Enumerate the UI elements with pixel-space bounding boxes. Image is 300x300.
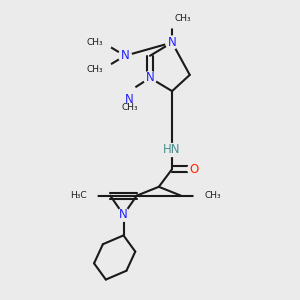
Circle shape [123,85,136,98]
Text: N: N [119,208,128,221]
Text: H₃C: H₃C [70,191,87,200]
Circle shape [118,49,131,62]
Circle shape [117,208,130,221]
Text: CH₃: CH₃ [86,38,103,47]
Circle shape [194,187,212,205]
Text: N: N [146,71,154,84]
Text: N: N [121,49,129,62]
Text: CH₃: CH₃ [121,103,138,112]
Circle shape [94,60,112,78]
Text: N: N [125,93,134,106]
Circle shape [166,143,178,157]
Text: HN: HN [163,143,181,157]
Text: O: O [190,163,199,176]
Circle shape [166,36,178,49]
Text: N: N [168,36,176,49]
Text: CH₃: CH₃ [86,64,103,74]
Circle shape [163,10,181,28]
Text: CH₃: CH₃ [205,191,221,200]
Circle shape [188,163,201,176]
Circle shape [143,71,157,84]
Text: CH₃: CH₃ [174,14,191,23]
Circle shape [79,187,97,205]
Circle shape [118,90,135,107]
Circle shape [94,34,112,51]
